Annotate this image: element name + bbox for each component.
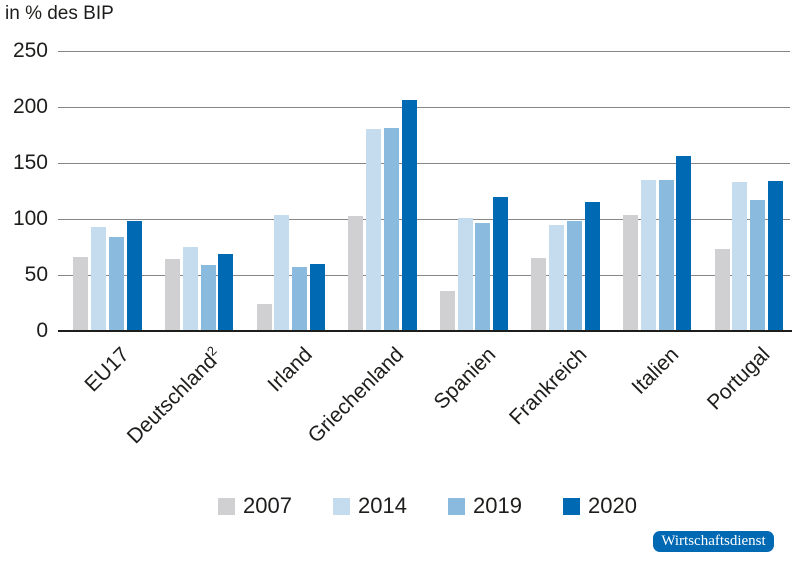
bar-deutschland-2014 — [182, 247, 198, 331]
legend-swatch — [448, 497, 465, 515]
bar-eu17-2019 — [108, 236, 124, 331]
bar-italien-2014 — [640, 179, 656, 331]
bar-griechenland-2019 — [383, 128, 399, 331]
legend-label: 2007 — [243, 493, 292, 518]
bar-deutschland-2007 — [164, 259, 180, 331]
bar-griechenland-2007 — [348, 215, 364, 331]
gridline — [58, 219, 790, 220]
bar-italien-2019 — [658, 179, 674, 331]
bar-frankreich-2020 — [584, 202, 600, 331]
x-category-label: Spanien — [429, 343, 501, 414]
chart-legend: 2007 2014 2019 2020 — [218, 493, 678, 519]
bar-eu17-2007 — [73, 257, 89, 331]
bar-irland-2020 — [309, 263, 325, 331]
y-tick-label: 100 — [12, 207, 48, 230]
bar-frankreich-2014 — [549, 224, 565, 331]
bar-irland-2019 — [292, 267, 308, 331]
bar-griechenland-2014 — [365, 129, 381, 331]
x-category-label: Italien — [627, 343, 684, 399]
x-category-label: Irland — [263, 343, 317, 397]
gridline — [58, 51, 790, 52]
y-tick-label: 250 — [12, 39, 48, 62]
legend-item-2007: 2007 — [218, 493, 333, 519]
legend-swatch — [218, 497, 235, 515]
bar-portugal-2019 — [750, 199, 766, 331]
bar-irland-2007 — [256, 304, 272, 331]
legend-swatch — [333, 497, 350, 515]
bar-irland-2014 — [274, 214, 290, 331]
bar-spanien-2007 — [439, 290, 455, 331]
gridline — [58, 107, 790, 108]
bar-portugal-2020 — [767, 180, 783, 331]
x-category-label: Griechenland — [303, 343, 409, 448]
wirtschaftsdienst-logo-label: Wirtschaftsdienst — [661, 533, 766, 549]
x-category-label: EU17 — [80, 343, 134, 397]
bar-spanien-2014 — [457, 217, 473, 331]
bar-frankreich-2019 — [566, 221, 582, 331]
wirtschaftsdienst-logo: Wirtschaftsdienst — [653, 531, 774, 552]
legend-item-2020: 2020 — [563, 493, 678, 519]
bar-italien-2020 — [676, 156, 692, 331]
y-tick-label: 150 — [12, 151, 48, 174]
bar-italien-2007 — [622, 214, 638, 331]
x-category-label: Portugal — [703, 343, 775, 415]
y-tick-label: 50 — [24, 263, 48, 286]
y-tick-label: 0 — [36, 319, 48, 342]
bar-deutschland-2020 — [218, 253, 234, 331]
gridline — [58, 163, 790, 164]
bar-eu17-2020 — [126, 221, 142, 331]
legend-label: 2019 — [473, 493, 522, 518]
bar-frankreich-2007 — [531, 258, 547, 331]
x-axis-line — [58, 330, 792, 332]
gridline — [58, 275, 790, 276]
legend-label: 2020 — [588, 493, 637, 518]
bar-griechenland-2020 — [401, 100, 417, 331]
y-tick-label: 200 — [12, 95, 48, 118]
bar-spanien-2020 — [493, 196, 509, 331]
bar-eu17-2014 — [91, 226, 107, 331]
legend-swatch — [563, 497, 580, 515]
legend-label: 2014 — [358, 493, 407, 518]
bar-portugal-2014 — [732, 182, 748, 331]
chart-title: in % des BIP — [5, 3, 114, 24]
legend-item-2019: 2019 — [448, 493, 563, 519]
bar-portugal-2007 — [714, 249, 730, 331]
x-category-label: Deutschland2 — [122, 343, 222, 449]
legend-item-2014: 2014 — [333, 493, 448, 519]
bar-deutschland-2019 — [200, 264, 216, 331]
x-category-label: Frankreich — [505, 343, 592, 430]
bar-spanien-2019 — [475, 223, 491, 331]
